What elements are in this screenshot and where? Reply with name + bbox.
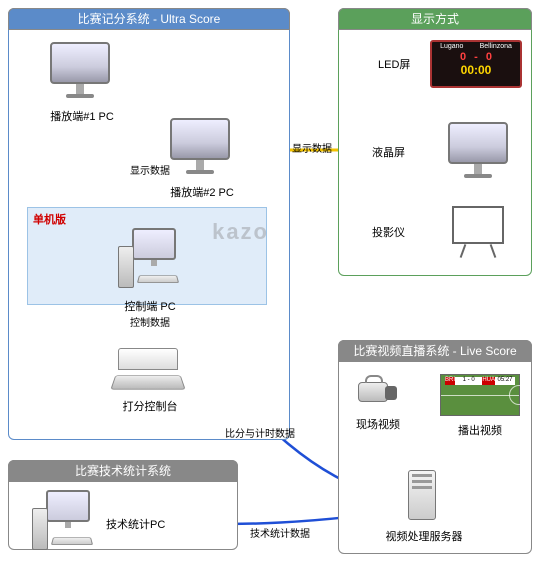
led-scoreA: 0	[460, 51, 466, 63]
stats-data-label: 技术统计数据	[250, 525, 310, 540]
panel-live: 比赛视频直播系统 - Live Score	[338, 340, 532, 554]
stats-pc-label: 技术统计PC	[106, 516, 165, 532]
score-console-icon	[118, 348, 183, 392]
projector-icon	[452, 206, 504, 258]
mid-link-label: 显示数据	[292, 140, 332, 155]
led-scoreB: 0	[486, 51, 492, 63]
tvbar-clock: 05:27	[495, 377, 515, 385]
panel-ultra-title: 比赛记分系统 - Ultra Score	[8, 8, 290, 30]
display-data-label: 显示数据	[130, 162, 170, 177]
lcd-monitor-icon	[448, 122, 508, 178]
control-label: 控制端 PC	[124, 298, 175, 314]
control-pc-icon	[118, 228, 176, 266]
output-video-label: 播出视频	[458, 422, 502, 438]
panel-live-title: 比赛视频直播系统 - Live Score	[338, 340, 532, 362]
led-board-icon: Lugano Bellinzona 0-0 00:00	[430, 40, 522, 88]
led-teamA: Lugano	[440, 43, 463, 50]
live-video-label: 现场视频	[356, 416, 400, 432]
score-time-data-label: 比分与计时数据	[225, 425, 295, 440]
proj-label: 投影仪	[372, 224, 405, 240]
led-dash: -	[474, 51, 478, 63]
standalone-label: 单机版	[33, 211, 66, 227]
camera-icon	[358, 382, 388, 402]
server-label: 视频处理服务器	[386, 528, 463, 544]
player1-label: 播放端#1 PC	[50, 108, 114, 124]
score-console-label: 打分控制台	[123, 398, 178, 414]
player2-label: 播放端#2 PC	[170, 184, 234, 200]
server-icon	[408, 470, 436, 520]
output-video-icon: BRI 1 - 0 HUA 05:27	[440, 374, 520, 416]
stats-pc-icon	[32, 490, 90, 528]
control-data-label: 控制数据	[130, 314, 170, 329]
panel-stats-title: 比赛技术统计系统	[8, 460, 238, 482]
lcd-label: 液晶屏	[372, 144, 405, 160]
watermark: kazo	[212, 219, 269, 245]
tvbar-left: BRI	[445, 377, 455, 385]
tvbar-right: HUA	[482, 377, 495, 385]
led-label: LED屏	[378, 56, 410, 72]
panel-display-title: 显示方式	[338, 8, 532, 30]
player2-monitor-icon	[170, 118, 230, 174]
led-time: 00:00	[432, 63, 520, 77]
tvbar-mid: 1 - 0	[455, 377, 482, 385]
player1-monitor-icon	[50, 42, 110, 98]
led-teamB: Bellinzona	[480, 43, 512, 50]
